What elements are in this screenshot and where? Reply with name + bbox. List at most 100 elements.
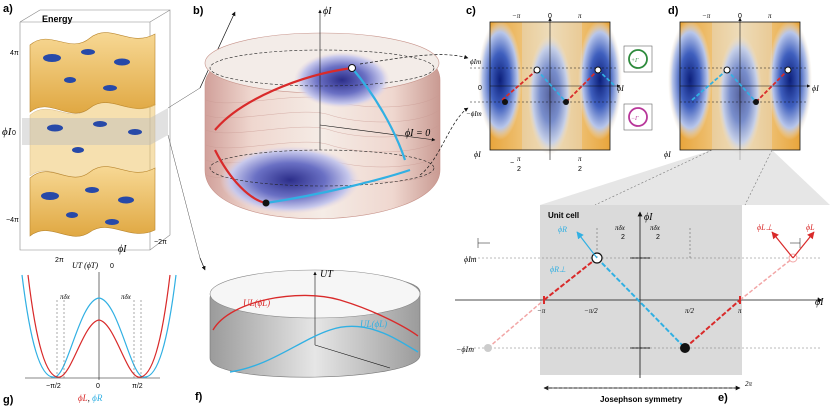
g-xlabel-l: ϕL: [78, 393, 88, 403]
f-horizontal-axis: [314, 344, 391, 369]
guide-line: [594, 149, 713, 206]
e-tick-minus-pi: −π: [537, 307, 546, 315]
e-phiR-arrow: [576, 231, 598, 259]
minus-gamma-label: −Γ: [631, 116, 639, 122]
e-josephson-label: Josephson symmetry: [600, 395, 683, 404]
e-unit-cell-bg: [540, 205, 742, 375]
tick-minus-4pi: −4π: [6, 217, 19, 224]
tick-x0: 0: [110, 263, 114, 270]
panel-d: d) −π 0 π ϕI ϕI: [540, 5, 830, 206]
e-red-path-2: [684, 299, 741, 349]
rotate-ccw-icon: [628, 107, 648, 127]
panel-a: a) Energy: [2, 3, 201, 270]
c-left-phiim: ϕIm: [470, 58, 481, 66]
b-to-c-lower: [419, 107, 469, 176]
e-phiLperp-arrow: [771, 231, 794, 259]
c-tick-0: 0: [548, 13, 552, 20]
d-xaxis-label: ϕI: [812, 84, 819, 93]
e-faded-red: [487, 299, 545, 349]
b-red-path-lower: [214, 149, 267, 205]
e-phiim: ϕIm: [464, 255, 477, 264]
e-unit-cell-label: Unit cell: [548, 211, 579, 220]
f-cyan-curve: [229, 325, 419, 373]
g-xlabel: ϕL, ϕR: [78, 393, 103, 403]
e-pidx-2: πδx: [650, 224, 661, 232]
c-bottom-tick-2-l: 2: [517, 166, 521, 173]
g-tick-minus-pi2: −π/2: [46, 383, 61, 390]
e-pidx-2-den: 2: [656, 234, 660, 241]
b-red-path-upper: [214, 66, 353, 131]
tick-z0: 0: [12, 130, 16, 137]
d-yaxis-label: ϕI: [664, 150, 671, 159]
b-dashed-upper: [209, 49, 435, 87]
e-minus-phiim: −ϕIm: [456, 345, 474, 354]
b-point-bottom: [262, 199, 270, 207]
b-dashed-lower: [209, 149, 435, 187]
d-cyan-path-1: [691, 69, 728, 101]
panel-a-xaxis-label: ϕI: [118, 244, 127, 255]
g-tick-0: 0: [96, 383, 100, 390]
rotate-cw-icon: [628, 49, 648, 69]
d-point: [753, 99, 759, 105]
c-cyan-path-2: [597, 69, 616, 87]
c-xaxis-label: ϕI: [617, 84, 624, 93]
panel-e: e) Unit cell ϕI ϕI ϕIm −ϕIm −π −π/2 π/2 …: [455, 205, 824, 404]
plus-gamma-label: +Γ: [631, 58, 639, 64]
e-faded-red-2: [739, 257, 794, 301]
b-horizontal-axis: [319, 124, 436, 142]
c-bottom-tick-pi-l: π: [517, 155, 521, 163]
panel-b-label: b): [193, 5, 204, 17]
c-point: [502, 99, 508, 105]
b-cyan-path-lower: [265, 168, 411, 205]
c-red-path-1: [501, 69, 538, 101]
d-point: [784, 66, 792, 74]
e-phiR: ϕR: [558, 225, 567, 234]
c-bottom-tick-2-r: 2: [578, 166, 582, 173]
e-xaxis-label: ϕI: [815, 297, 824, 308]
f-ut-label: UT: [320, 269, 334, 280]
e-phiLperp: ϕL⊥: [757, 223, 773, 232]
panel-f: f) UT UL(ϕL) UL(ϕL): [195, 269, 421, 403]
e-yaxis-label: ϕI: [644, 212, 653, 223]
ut-curve-l: [27, 274, 171, 378]
c-point: [594, 66, 602, 74]
c-bottom-tick-pi-r: π: [578, 155, 582, 163]
e-filled-point: [680, 343, 690, 353]
panel-a-label: a): [3, 3, 13, 15]
d-red-path: [755, 69, 789, 103]
panel-a-yaxis-label: ϕI: [2, 126, 13, 138]
b-to-c-upper: [359, 54, 469, 65]
c-bottom-tick-sign: −: [510, 160, 514, 167]
e-phiL-arrow: [792, 231, 815, 259]
e-tick-pi: π: [738, 307, 742, 315]
c-cyan-path-1: [536, 69, 567, 103]
d-to-e-projection: [540, 150, 830, 205]
c-point: [563, 99, 569, 105]
f-ul-label: UL(ϕL): [243, 298, 270, 308]
c-red-path-2: [565, 69, 599, 103]
connector-line: [167, 134, 201, 259]
e-tick-pi2: π/2: [685, 307, 694, 315]
g-xlabel-r: ϕR: [92, 393, 103, 403]
tick-2pi: 2π: [55, 257, 64, 264]
e-pidx-1: πδx: [615, 224, 626, 232]
panel-g: g) UT (ϕT) πδx πδx −π/2 0 π/2 ϕL, ϕR: [3, 261, 177, 406]
c-yaxis-label: ϕI: [474, 150, 481, 159]
tick-4pi: 4π: [10, 50, 19, 57]
energy-surfaces: [22, 32, 168, 237]
d-point: [723, 66, 731, 74]
panel-e-label: e): [718, 392, 728, 404]
c-tick-pi: π: [578, 12, 582, 20]
b-phi-zero-label: ϕI = 0: [405, 128, 430, 139]
b-point-top: [348, 64, 356, 72]
panel-f-label: f): [195, 391, 203, 403]
e-tick-minus-pi2: −π/2: [584, 307, 598, 315]
e-phiL: ϕL: [806, 223, 815, 232]
e-pidx-1-den: 2: [621, 234, 625, 241]
g-pidx-left: πδx: [60, 293, 71, 301]
b-cyan-path-upper: [351, 67, 407, 161]
e-2pi: 2π: [745, 380, 753, 388]
panel-g-label: g): [3, 394, 14, 406]
b-arrow-bottom: [199, 257, 206, 271]
